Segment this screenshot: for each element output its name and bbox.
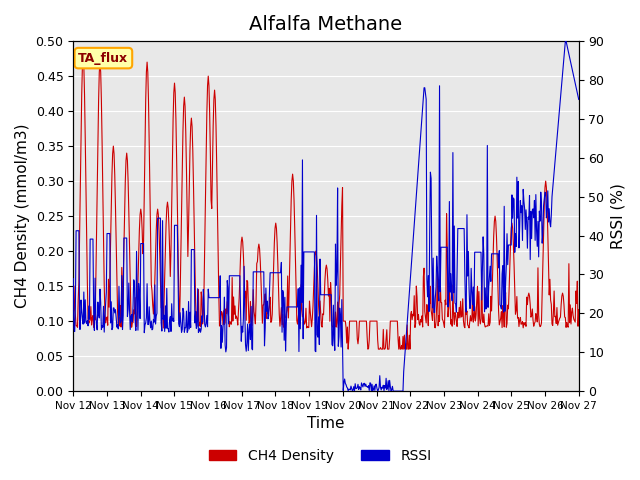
Y-axis label: RSSI (%): RSSI (%)	[610, 183, 625, 249]
Legend: CH4 Density, RSSI: CH4 Density, RSSI	[203, 443, 437, 468]
X-axis label: Time: Time	[307, 417, 345, 432]
Y-axis label: CH4 Density (mmol/m3): CH4 Density (mmol/m3)	[15, 124, 30, 308]
Title: Alfalfa Methane: Alfalfa Methane	[250, 15, 403, 34]
Text: TA_flux: TA_flux	[78, 52, 129, 65]
